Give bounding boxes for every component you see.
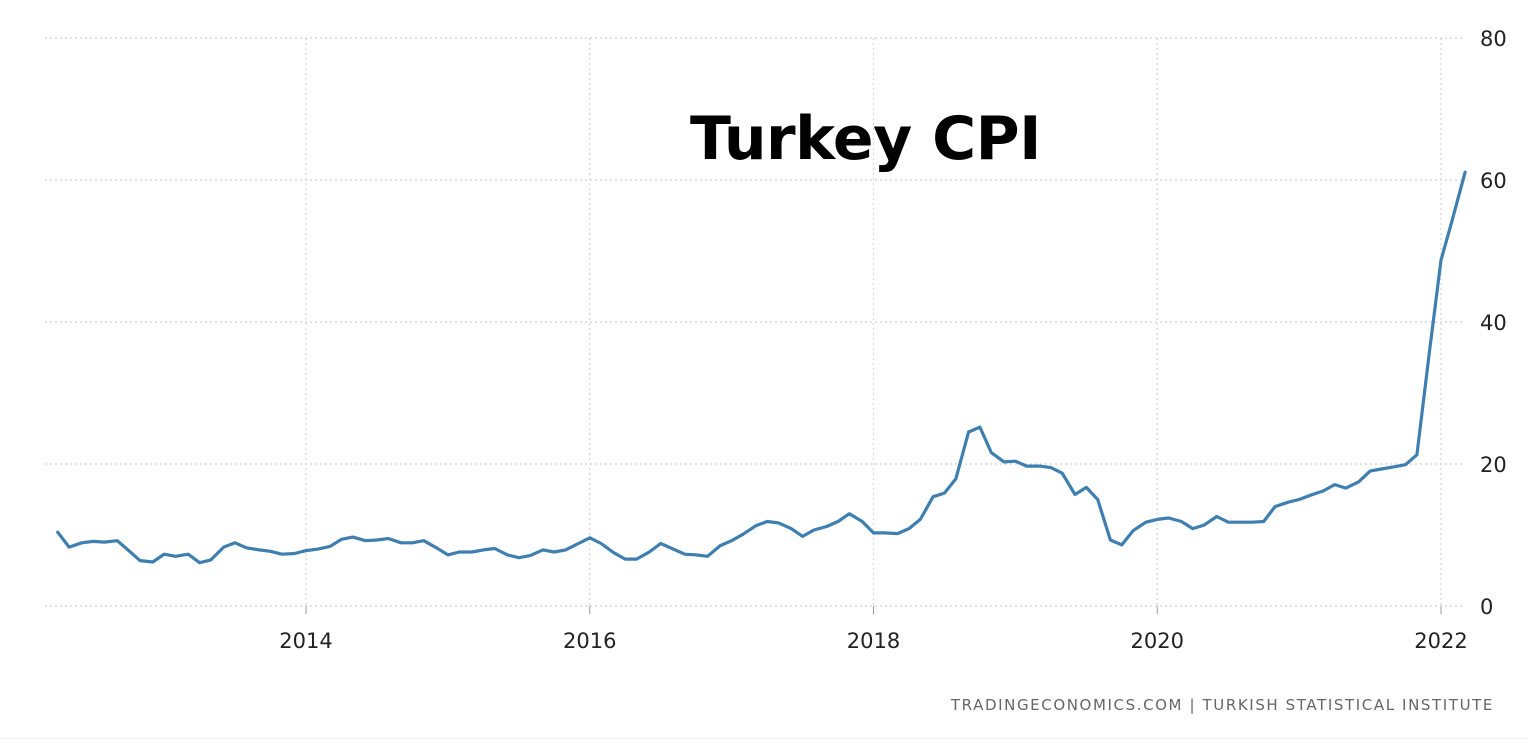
series-group xyxy=(56,170,1467,565)
y-tick-label: 20 xyxy=(1480,453,1507,477)
y-tick-label: 80 xyxy=(1480,27,1507,51)
x-tick-label: 2020 xyxy=(1131,629,1184,653)
bottom-divider xyxy=(0,738,1528,739)
x-tick-label: 2014 xyxy=(279,629,332,653)
x-axis-tick-labels: 2014 2016 2018 2020 2022 xyxy=(279,629,1467,653)
chart-title: Turkey CPI xyxy=(690,104,1041,174)
x-tick-label: 2016 xyxy=(563,629,616,653)
y-tick-label: 0 xyxy=(1480,595,1493,619)
cpi-series-line xyxy=(56,170,1467,565)
y-tick-label: 60 xyxy=(1480,169,1507,193)
vertical-gridlines xyxy=(305,38,1442,614)
horizontal-gridlines xyxy=(45,37,1462,607)
y-tick-label: 40 xyxy=(1480,311,1507,335)
source-credit: TRADINGECONOMICS.COM | TURKISH STATISTIC… xyxy=(950,696,1494,714)
x-tick-label: 2022 xyxy=(1414,629,1467,653)
x-tick-label: 2018 xyxy=(847,629,900,653)
y-axis-tick-labels: 0 20 40 60 80 xyxy=(1480,27,1507,619)
